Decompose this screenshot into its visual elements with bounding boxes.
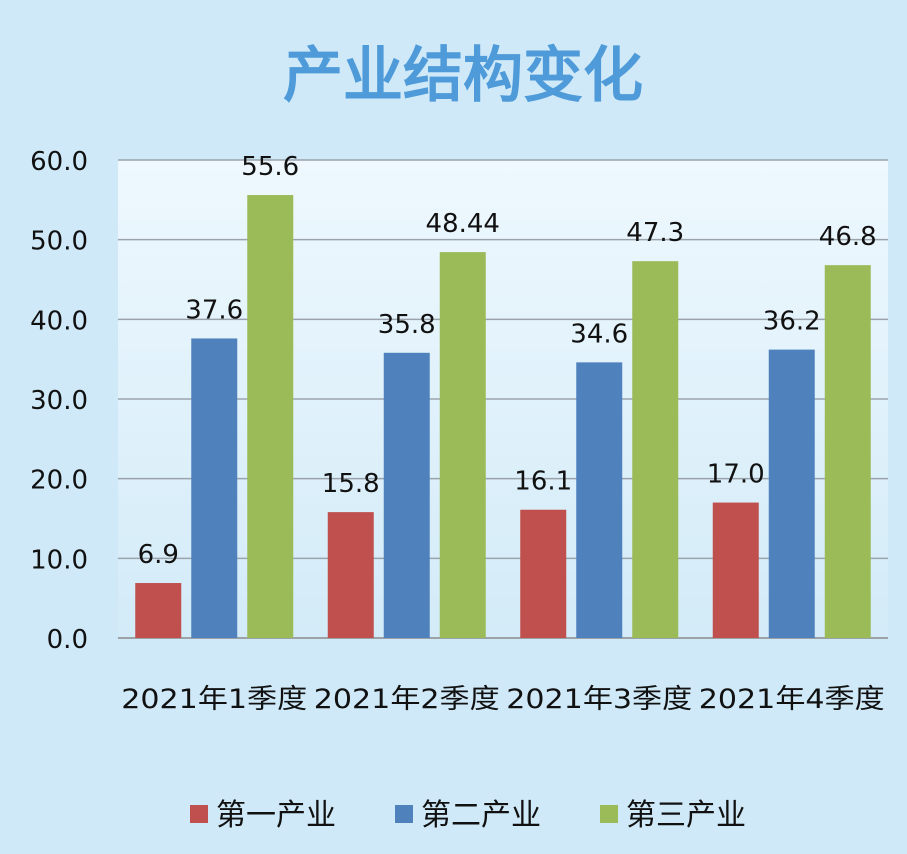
bar (439, 252, 486, 638)
data-label: 6.9 (138, 540, 179, 570)
data-label: 48.44 (426, 209, 500, 239)
bar (824, 265, 871, 638)
legend-swatch (600, 805, 618, 823)
data-labels: 6.9 37.6 55.6 15.8 35.8 48.44 16.1 34.6 47.3 17.0… (138, 152, 877, 570)
data-label: 17.0 (707, 460, 765, 490)
bar (576, 362, 623, 638)
bar (327, 512, 374, 638)
legend-label: 第一产业 (216, 798, 336, 833)
y-tick-label: 30.0 (30, 386, 88, 416)
bar (520, 509, 567, 638)
y-tick-label: 50.0 (30, 227, 88, 257)
data-label: 15.8 (322, 469, 380, 499)
bar (247, 195, 294, 638)
y-tick-label: 20.0 (30, 466, 88, 496)
x-tick-label: 2021年3季度 (506, 684, 692, 715)
y-tick-label: 10.0 (30, 545, 88, 575)
bar (383, 352, 430, 638)
y-axis-ticks: 0.0 10.0 20.0 30.0 40.0 50.0 60.0 (30, 147, 88, 655)
legend: 第一产业 第二产业 第三产业 (190, 798, 746, 833)
bar (191, 338, 238, 638)
data-label: 34.6 (570, 319, 628, 349)
x-tick-label: 2021年2季度 (314, 684, 500, 715)
legend-swatch (190, 805, 208, 823)
data-label: 47.3 (626, 218, 684, 248)
bars (135, 195, 871, 638)
bar (768, 349, 815, 638)
chart-title: 产业结构变化 (283, 41, 643, 111)
x-axis-ticks: 2021年1季度 2021年2季度 2021年3季度 2021年4季度 (121, 684, 885, 715)
legend-swatch (395, 805, 413, 823)
bar (712, 502, 759, 638)
gridlines (118, 159, 888, 639)
data-label: 35.8 (378, 310, 436, 340)
bar (135, 583, 182, 638)
y-tick-label: 0.0 (47, 625, 88, 655)
bar (632, 261, 679, 638)
data-label: 46.8 (819, 222, 877, 252)
data-label: 36.2 (763, 307, 821, 337)
legend-label: 第二产业 (421, 798, 541, 833)
x-tick-label: 2021年4季度 (699, 684, 885, 715)
data-label: 16.1 (514, 467, 572, 497)
x-tick-label: 2021年1季度 (121, 684, 307, 715)
data-label: 37.6 (185, 295, 243, 325)
y-tick-label: 60.0 (30, 147, 88, 177)
data-label: 55.6 (241, 152, 299, 182)
legend-label: 第三产业 (626, 798, 746, 833)
y-tick-label: 40.0 (30, 306, 88, 336)
